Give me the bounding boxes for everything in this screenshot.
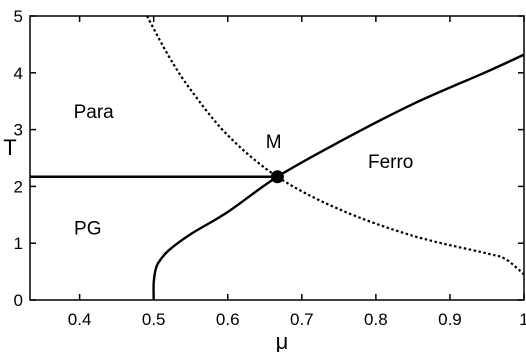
y-tick-label: 2 <box>14 177 23 196</box>
series-2-line <box>146 16 524 276</box>
x-tick-label: 0.7 <box>290 310 314 329</box>
x-tick-label: 0.5 <box>142 310 166 329</box>
y-tick-label: 0 <box>14 291 23 310</box>
region-label-pg: PG <box>74 219 101 240</box>
x-tick-label: 1 <box>519 310 526 329</box>
x-tick-label: 0.6 <box>216 310 240 329</box>
x-tick-label: 0.8 <box>364 310 388 329</box>
curves-layer <box>30 16 524 300</box>
markers-layer <box>270 170 284 184</box>
point-m-marker <box>270 170 284 184</box>
y-tick-label: 4 <box>14 64 23 83</box>
labels-layer: 0.4 0.5 0.6 0.7 0.8 0.9 1 0 1 2 3 4 5 Para PG Ferro M <box>14 7 526 329</box>
plot-frame <box>29 15 525 301</box>
ticks-layer <box>30 15 525 301</box>
y-tick-label: 1 <box>14 234 23 253</box>
region-label-m: M <box>266 132 282 153</box>
x-tick-label: 0.9 <box>438 310 462 329</box>
y-tick-label: 3 <box>14 121 23 140</box>
y-tick-label: 5 <box>14 7 23 26</box>
y-axis-label: T <box>3 135 16 160</box>
region-label-para: Para <box>74 102 115 123</box>
region-label-ferro: Ferro <box>368 152 413 173</box>
x-axis-label: μ <box>276 329 289 352</box>
x-tick-label: 0.4 <box>68 310 92 329</box>
series-1-line <box>152 53 524 300</box>
